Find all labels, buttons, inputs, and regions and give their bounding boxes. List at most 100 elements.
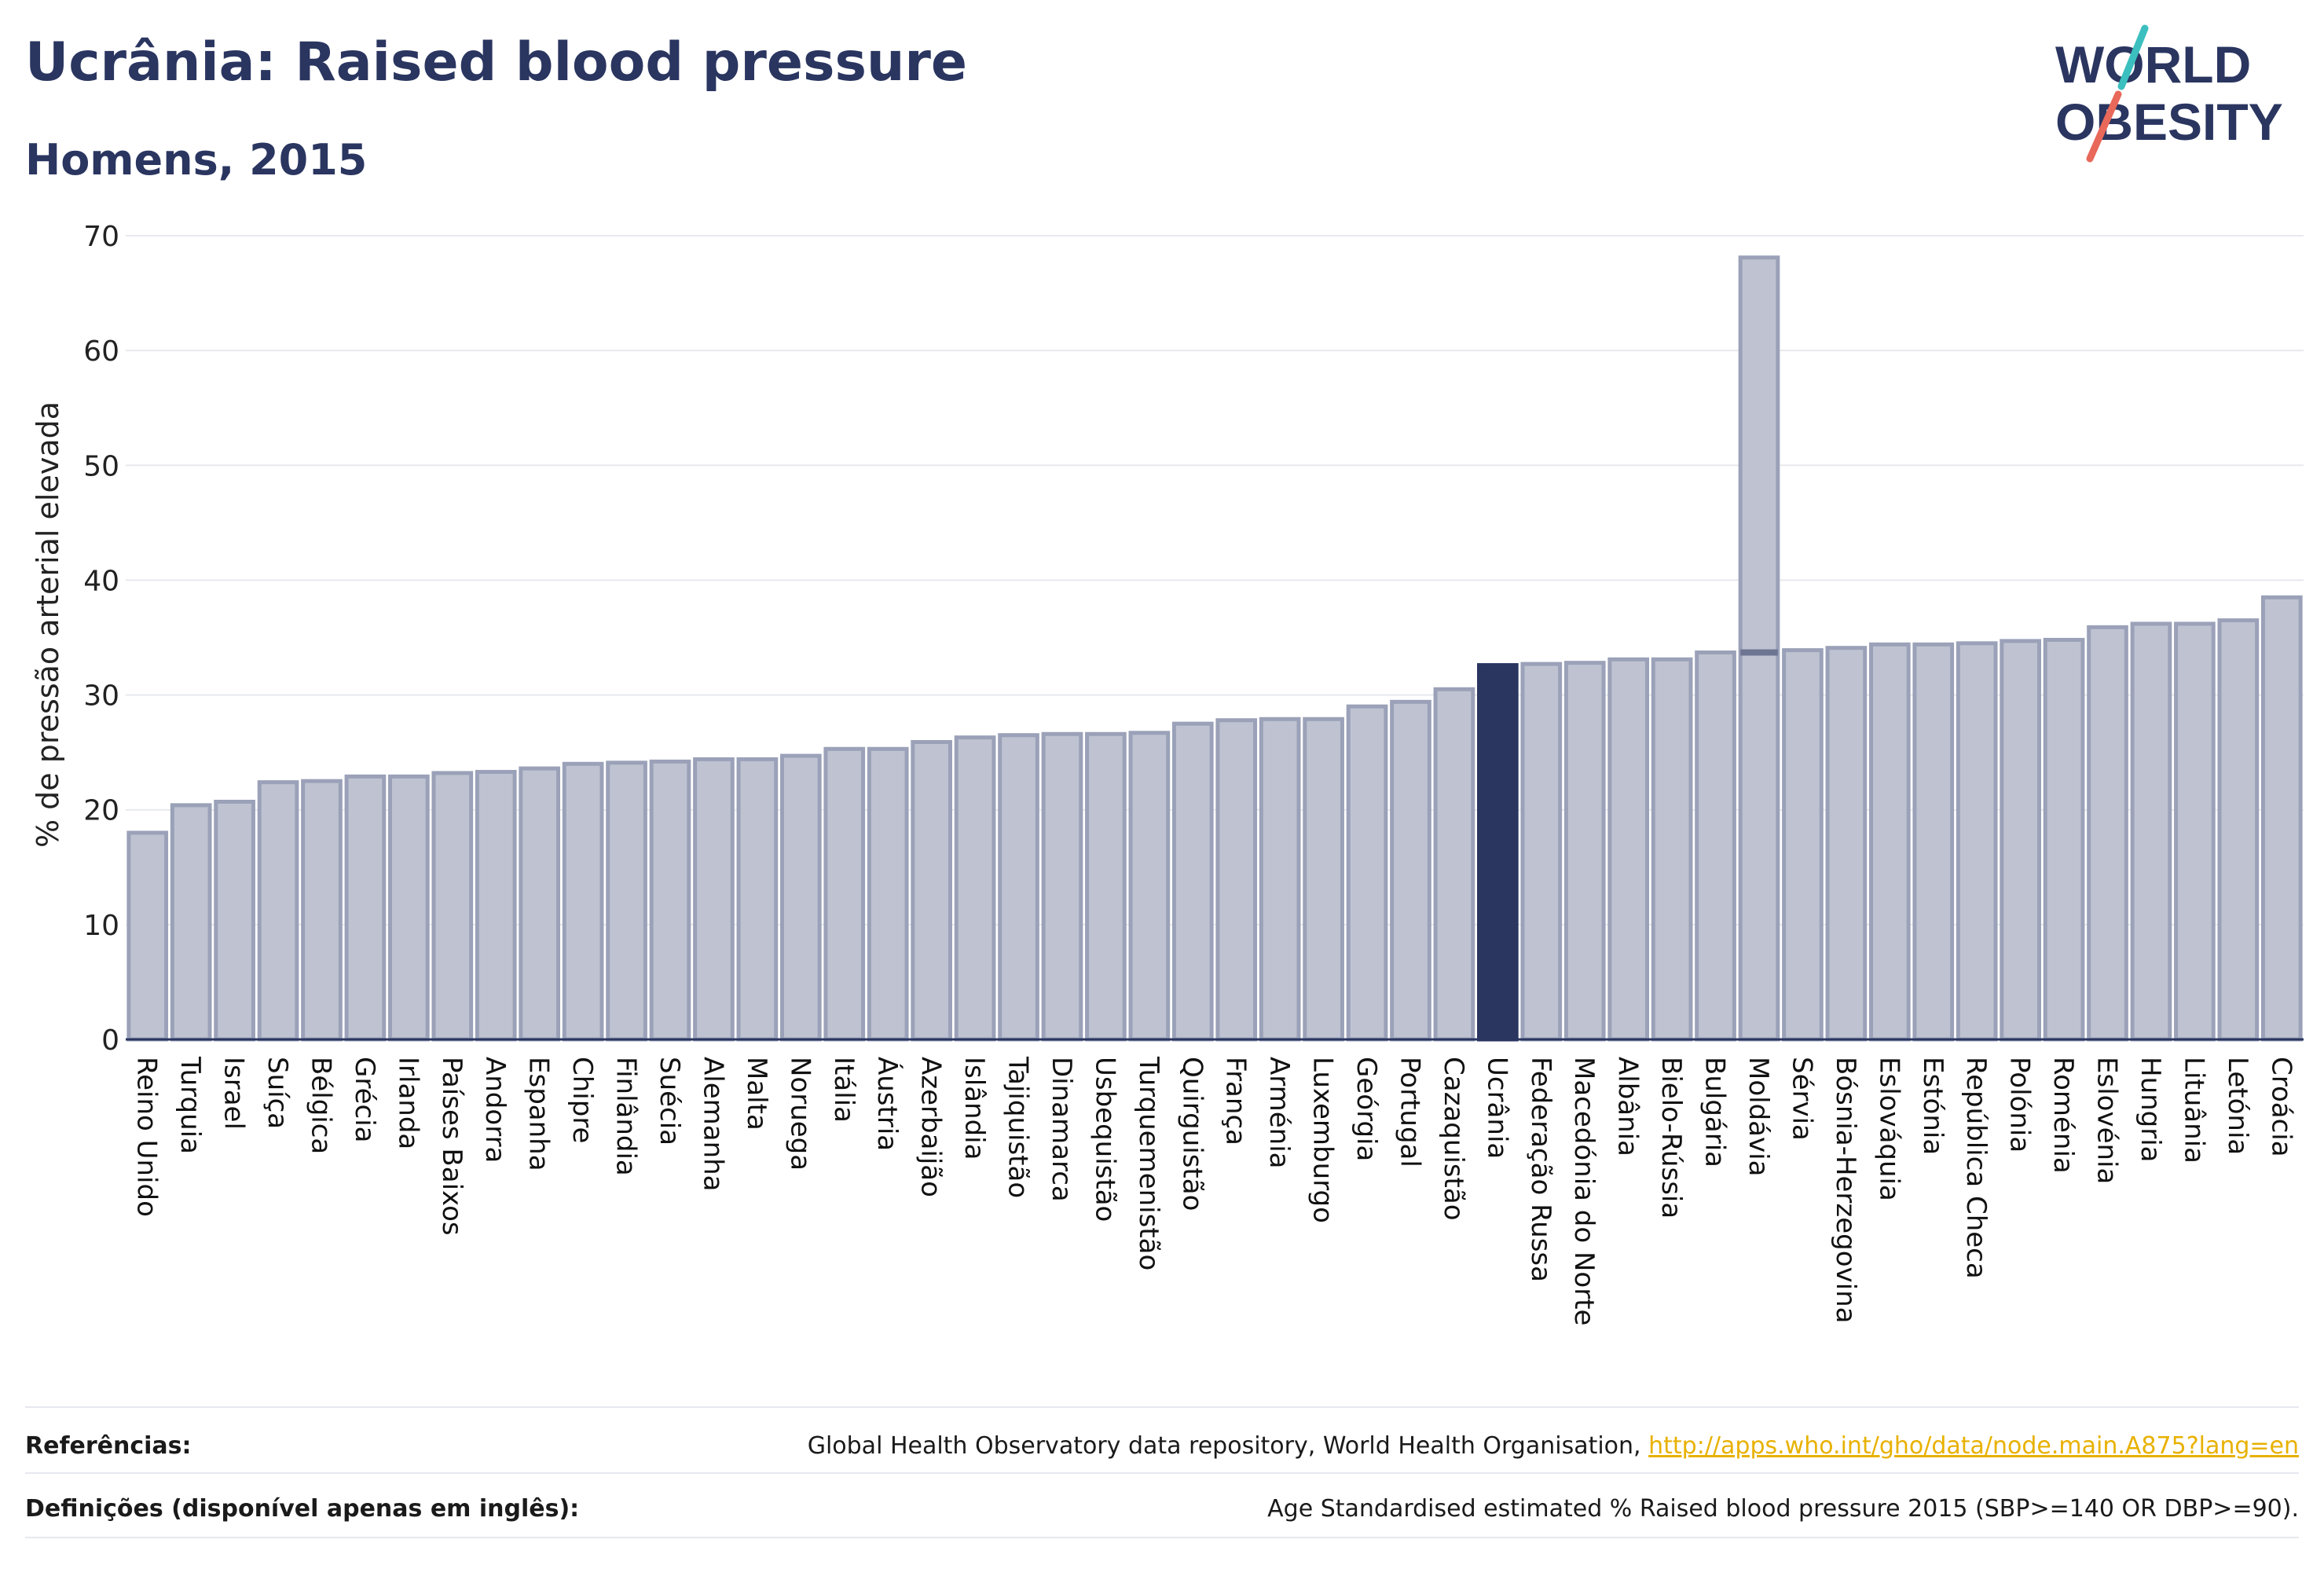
definitions-row: Definições (disponível apenas em inglês)… xyxy=(25,1477,2299,1540)
bar xyxy=(1433,687,1475,1042)
x-tick-label: Hungria xyxy=(2135,1057,2166,1163)
bar xyxy=(1695,650,1736,1042)
y-tick-label: 0 xyxy=(101,1024,119,1057)
bar-highlight xyxy=(1477,663,1519,1042)
x-tick-label: Suécia xyxy=(654,1057,685,1145)
bar xyxy=(1085,731,1127,1042)
bar xyxy=(1041,731,1083,1042)
bar-chart: 0 10 20 30 40 50 60 70 % de pressão arterial el… xyxy=(31,221,2304,1325)
bar xyxy=(867,746,909,1042)
x-tick-label: Dinamarca xyxy=(1046,1057,1077,1202)
bar xyxy=(1607,657,1650,1042)
x-tick-label: Cazaquistão xyxy=(1438,1057,1469,1221)
x-tick-label: Chipre xyxy=(566,1057,598,1143)
references-source: Global Health Observatory data repositor… xyxy=(808,1432,2299,1460)
x-tick-label: República Checa xyxy=(1960,1057,1992,1279)
y-tick-label: 40 xyxy=(83,565,119,597)
bar xyxy=(301,779,343,1042)
bar xyxy=(2043,637,2085,1042)
y-tick-label: 10 xyxy=(83,910,119,942)
bar xyxy=(2000,639,2041,1042)
bar xyxy=(779,753,822,1042)
bar xyxy=(1782,648,1824,1042)
bar xyxy=(257,780,299,1042)
bar xyxy=(2217,618,2260,1042)
bar xyxy=(1215,718,1258,1042)
bar xyxy=(2130,621,2172,1042)
bar xyxy=(126,830,169,1042)
x-tick-label: Usbequistão xyxy=(1089,1057,1120,1222)
bar xyxy=(170,803,212,1042)
x-axis-tick-labels: Reino Unido Turquia Israel Suíça Bélgica Gréc… xyxy=(131,1056,2297,1325)
bar xyxy=(214,799,255,1042)
x-tick-label: Israel xyxy=(218,1057,250,1130)
x-tick-label: Arménia xyxy=(1263,1057,1295,1169)
bar xyxy=(823,746,866,1042)
x-tick-label: Países Baixos xyxy=(436,1057,467,1236)
bar xyxy=(519,766,561,1042)
x-tick-label: Grécia xyxy=(349,1057,380,1142)
bar xyxy=(954,735,996,1042)
x-tick-label: Estónia xyxy=(1917,1057,1948,1155)
x-tick-label: Tajiquistão xyxy=(1003,1056,1034,1198)
x-tick-label: Croácia xyxy=(2265,1057,2297,1157)
y-axis-label: % de pressão arterial elevada xyxy=(31,401,65,848)
x-tick-label: Azerbaijão xyxy=(915,1057,947,1197)
bar xyxy=(562,761,604,1042)
x-tick-label: Sérvia xyxy=(1786,1057,1817,1141)
y-tick-label: 30 xyxy=(83,680,119,713)
x-tick-label: Bulgária xyxy=(1699,1057,1731,1167)
y-tick-label: 70 xyxy=(83,221,119,253)
x-tick-label: Áustria xyxy=(871,1057,904,1151)
x-tick-label: Reino Unido xyxy=(131,1057,163,1217)
x-tick-label: Turquia xyxy=(174,1056,206,1154)
references-link[interactable]: http://apps.who.int/gho/data/node.main.A… xyxy=(1648,1431,2299,1460)
bar xyxy=(1303,717,1344,1042)
x-tick-label: Bélgica xyxy=(305,1057,336,1154)
y-axis-ticks: 0 10 20 30 40 50 60 70 xyxy=(83,221,119,1057)
x-tick-label: França xyxy=(1220,1057,1252,1145)
x-tick-label: Malta xyxy=(741,1057,772,1131)
x-tick-label: Ucrânia xyxy=(1481,1057,1512,1159)
bar xyxy=(911,739,952,1042)
bar xyxy=(1520,662,1563,1042)
y-tick-label: 50 xyxy=(83,450,119,482)
x-tick-label: Macedónia do Norte xyxy=(1568,1057,1600,1325)
x-tick-label: Turquemenistão xyxy=(1133,1056,1164,1270)
x-tick-label: Islândia xyxy=(959,1057,990,1160)
bar xyxy=(1171,721,1214,1042)
x-tick-label: Bósnia-Herzegovina xyxy=(1830,1057,1861,1324)
bar xyxy=(1259,717,1301,1042)
logo-slash-red-icon xyxy=(2086,90,2122,163)
bar xyxy=(1868,642,1911,1042)
bar xyxy=(1912,642,1955,1042)
bar xyxy=(693,757,735,1042)
world-obesity-logo: WORLD OBESITY xyxy=(2055,24,2283,163)
footer-divider-middle xyxy=(25,1472,2299,1474)
references-row: Referências: Global Health Observatory d… xyxy=(25,1414,2299,1477)
bar xyxy=(1825,646,1868,1042)
x-tick-label: Portugal xyxy=(1394,1057,1425,1167)
bar xyxy=(388,774,430,1042)
logo-slash-teal-icon xyxy=(2117,24,2149,90)
x-tick-label: Suíça xyxy=(262,1057,293,1129)
references-label: Referências: xyxy=(25,1431,192,1460)
bar xyxy=(2087,625,2128,1042)
definitions-text: Age Standardised estimated % Raised bloo… xyxy=(1267,1494,2299,1523)
bar xyxy=(431,771,474,1042)
x-tick-label: Andorra xyxy=(479,1057,511,1163)
x-tick-label: Albânia xyxy=(1612,1057,1644,1156)
bar xyxy=(998,733,1039,1042)
bar xyxy=(1563,661,1606,1042)
y-tick-label: 60 xyxy=(83,335,119,368)
x-tick-label: Itália xyxy=(828,1057,860,1123)
page-title: Ucrânia: Raised blood pressure xyxy=(25,31,968,93)
x-tick-label: Eslováquia xyxy=(1873,1057,1904,1201)
x-tick-label: Polónia xyxy=(2004,1057,2036,1153)
bar xyxy=(1651,657,1693,1042)
footer-divider-top xyxy=(25,1406,2299,1408)
x-tick-label: Alemanha xyxy=(697,1057,728,1192)
bar xyxy=(2174,621,2216,1042)
x-tick-label: Roménia xyxy=(2047,1057,2079,1174)
bar xyxy=(649,759,691,1042)
